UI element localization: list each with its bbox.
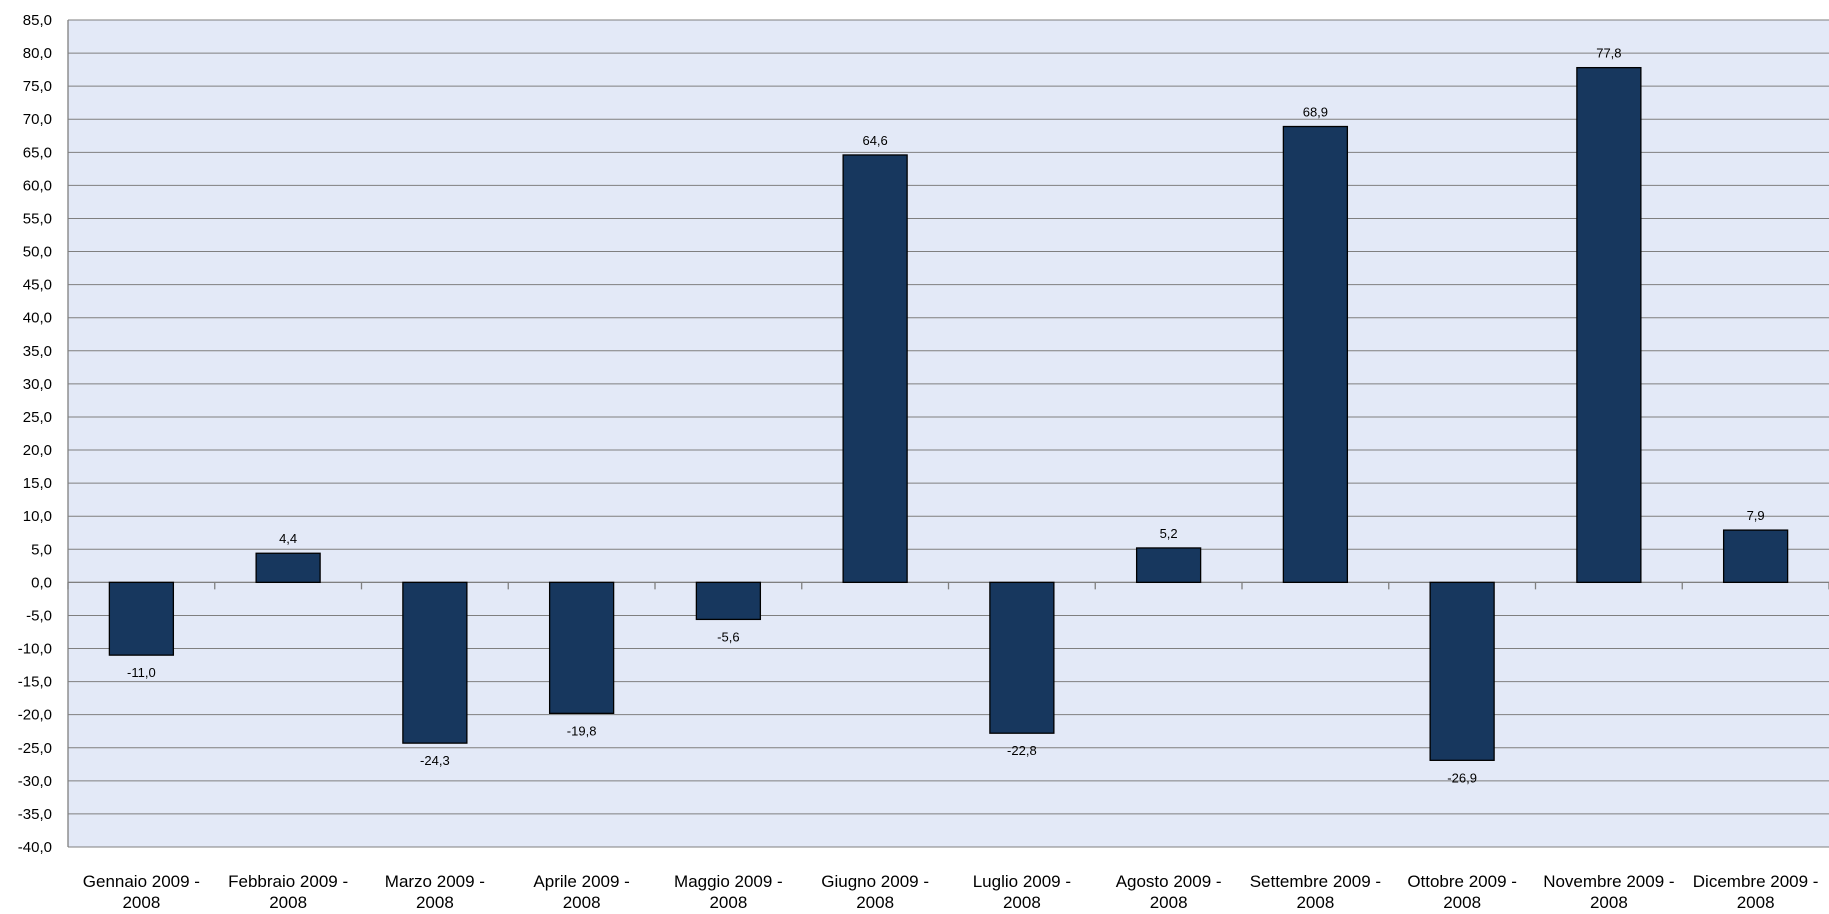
bar <box>1576 66 1642 584</box>
data-label: 5,2 <box>1160 526 1178 541</box>
bar <box>695 581 762 621</box>
bar <box>108 581 175 656</box>
data-label: 68,9 <box>1303 105 1328 120</box>
plot-area <box>68 20 1829 847</box>
y-tick-label: -35,0 <box>18 806 52 823</box>
data-labels: -11,0 4,4 -24,3 -19,8 -5,6 64,6 -22,8 5,2 68,9 -2… <box>127 46 1765 786</box>
y-tick-label: 55,0 <box>23 210 52 227</box>
y-tick-label: 10,0 <box>23 508 52 525</box>
x-category-label: Luglio 2009 -2008 <box>973 872 1071 912</box>
x-category-label: Maggio 2009 -2008 <box>674 872 783 912</box>
data-label: -5,6 <box>717 629 739 644</box>
y-tick-label: 35,0 <box>23 343 52 360</box>
y-tick-label: -30,0 <box>18 773 52 790</box>
bar <box>1429 581 1495 761</box>
bar <box>1135 547 1202 584</box>
x-category-label: Ottobre 2009 -2008 <box>1407 872 1517 912</box>
x-category-label: Gennaio 2009 -2008 <box>83 872 200 912</box>
bars <box>108 66 1789 761</box>
y-tick-label: 50,0 <box>23 244 52 261</box>
y-tick-label: -40,0 <box>18 839 52 856</box>
y-tick-label: 5,0 <box>31 541 52 558</box>
y-tick-label: -5,0 <box>26 607 52 624</box>
x-category-label: Aprile 2009 -2008 <box>533 872 629 912</box>
y-tick-label: -15,0 <box>18 674 52 691</box>
data-label: -26,9 <box>1447 770 1477 785</box>
y-tick-label: 15,0 <box>23 475 52 492</box>
bar <box>1722 529 1789 584</box>
y-tick-label: 80,0 <box>23 45 52 62</box>
data-label: -11,0 <box>127 665 156 680</box>
data-label: 64,6 <box>862 133 887 148</box>
y-tick-label: 60,0 <box>23 177 52 194</box>
y-axis-tick-labels: 85,0 80,0 75,0 70,0 65,0 60,0 55,0 50,0 45,0 40,0… <box>18 12 52 856</box>
data-label: 77,8 <box>1596 46 1621 61</box>
bar <box>255 552 321 584</box>
data-label: -19,8 <box>567 723 597 738</box>
y-tick-label: 30,0 <box>23 376 52 393</box>
bar <box>1282 125 1349 584</box>
x-category-label: Agosto 2009 -2008 <box>1116 872 1222 912</box>
x-category-label: Giugno 2009 -2008 <box>821 872 929 912</box>
x-category-label: Marzo 2009 -2008 <box>385 872 485 912</box>
y-tick-label: 25,0 <box>23 409 52 426</box>
y-tick-label: 65,0 <box>23 144 52 161</box>
y-tick-label: -25,0 <box>18 740 52 757</box>
bar <box>842 154 908 584</box>
y-tick-label: -20,0 <box>18 707 52 724</box>
bar <box>402 581 468 744</box>
y-tick-label: 40,0 <box>23 310 52 327</box>
data-label: 4,4 <box>279 531 297 546</box>
x-category-label: Settembre 2009 -2008 <box>1250 872 1381 912</box>
gridlines <box>67 19 1829 848</box>
x-category-label: Novembre 2009 -2008 <box>1543 872 1674 912</box>
y-tick-label: 20,0 <box>23 442 52 459</box>
x-category-label: Dicembre 2009 -2008 <box>1693 872 1819 912</box>
y-tick-label: 85,0 <box>23 12 52 29</box>
y-tick-label: 0,0 <box>31 574 52 591</box>
y-tick-label: 45,0 <box>23 277 52 294</box>
bar <box>989 581 1055 734</box>
x-axis-category-labels: Gennaio 2009 -2008 Febbraio 2009 -2008 Mar… <box>83 872 1819 912</box>
y-tick-label: 75,0 <box>23 78 52 95</box>
bar <box>548 581 615 715</box>
y-tick-label: -10,0 <box>18 641 52 658</box>
data-label: -24,3 <box>420 753 450 768</box>
data-label: -22,8 <box>1007 743 1037 758</box>
y-tick-label: 70,0 <box>23 111 52 128</box>
data-label: 7,9 <box>1747 508 1765 523</box>
x-category-label: Febbraio 2009 -2008 <box>228 872 348 912</box>
